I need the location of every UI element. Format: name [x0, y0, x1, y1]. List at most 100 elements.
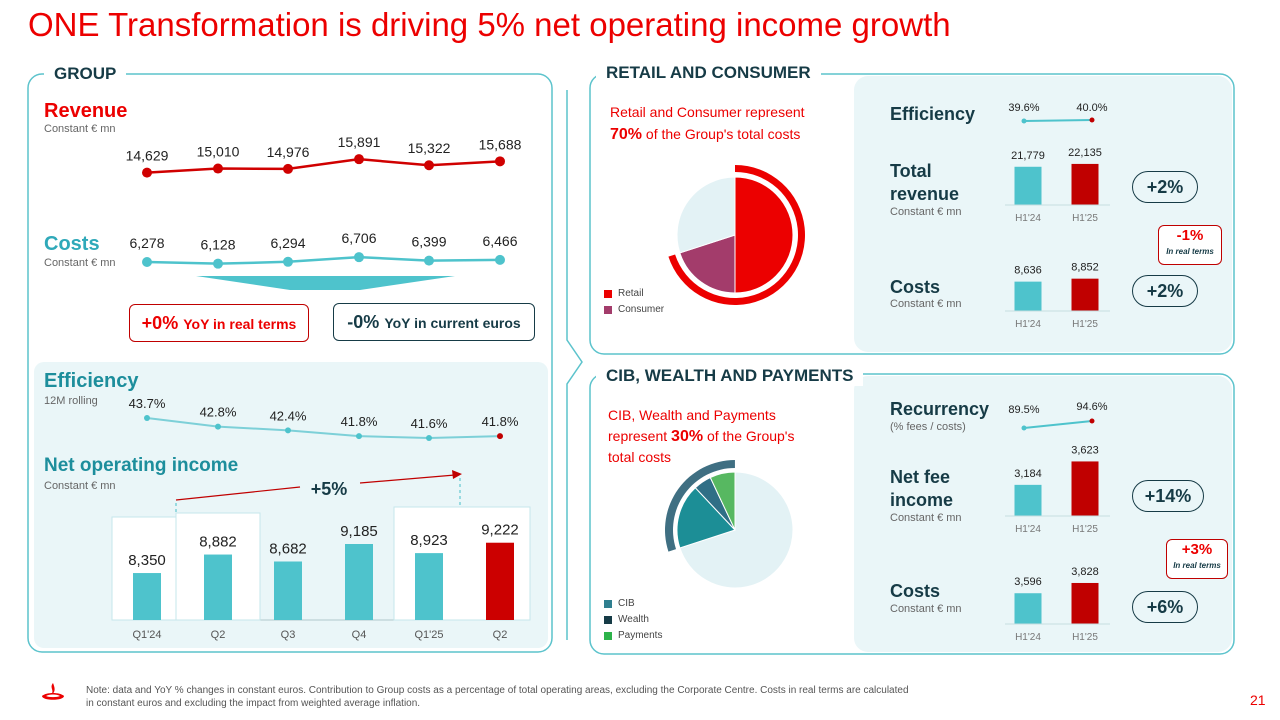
cib_fee-category-label: H1'24: [1015, 524, 1041, 535]
retail-pie-chart: [668, 165, 805, 305]
cib-desc-pct: 30%: [671, 428, 704, 445]
retail-legend: Retail Consumer: [604, 288, 664, 315]
noi-category-label: Q1'24: [132, 629, 161, 641]
noi-category-label: Q2: [493, 629, 508, 641]
cib-fee-title-2: income: [890, 490, 954, 510]
cib-desc-line2b: of the Group's: [706, 428, 795, 444]
footnote-line1: Note: data and YoY % changes in constant…: [86, 685, 909, 696]
noi-bar: [345, 544, 373, 620]
retail-pie-slice-other: [676, 176, 736, 254]
noi-value-label: 8,350: [128, 552, 166, 569]
retail_revenue-value-label: 21,779: [1011, 150, 1045, 162]
noi-category-label: Q4: [352, 629, 367, 641]
legend-cib-swatch: [604, 599, 612, 608]
retail-costs-title: Costs: [890, 277, 941, 297]
retail-revenue-title: Total revenue: [890, 160, 959, 206]
cib-costs-subtitle: Constant € mn: [890, 603, 962, 615]
noi-category-label: Q3: [281, 629, 296, 641]
legend-retail-label: Retail: [618, 288, 644, 299]
legend-wealth-label: Wealth: [618, 614, 649, 625]
efficiency-title: Efficiency: [44, 370, 139, 392]
retail-revenue-title-2: revenue: [890, 184, 960, 204]
group_efficiency-point: [144, 415, 150, 421]
group_costs-line: [146, 255, 501, 265]
group_efficiency-label: 43.7%: [129, 396, 166, 411]
noi-subtitle: Constant € mn: [44, 480, 116, 492]
noi-title: Net operating income: [44, 455, 239, 476]
retail-revenue-title-1: Total: [890, 161, 932, 181]
group_revenue-label: 14,629: [126, 148, 169, 164]
retail-real-value: -1%: [1176, 227, 1204, 244]
legend-wealth: Wealth: [604, 614, 662, 625]
legend-payments-label: Payments: [618, 630, 663, 641]
legend-consumer: Consumer: [604, 304, 664, 315]
page-title: ONE Transformation is driving 5% net ope…: [28, 6, 951, 43]
retail-revenue-change: +2%: [1132, 171, 1198, 203]
cib_recurrency-point: [1089, 418, 1095, 424]
retail_efficiency-label: 39.6%: [1008, 102, 1039, 114]
retail-real-box: -1% In real terms: [1158, 225, 1222, 265]
group_revenue-point: [283, 163, 293, 174]
cib_fee-bar: [1014, 484, 1042, 516]
cib-pie-slice-payments: [709, 471, 736, 531]
noi-value-label: 8,923: [410, 532, 448, 549]
noi-bar: [486, 542, 514, 620]
legend-wealth-swatch: [604, 615, 612, 624]
group_costs-label: 6,399: [411, 234, 446, 250]
retail_revenue-category-label: H1'25: [1072, 213, 1098, 224]
cib-pie-chart: [665, 460, 794, 589]
noi-value-label: 8,682: [269, 540, 307, 557]
group_efficiency-label: 41.8%: [482, 414, 519, 429]
cib-pie-slice-other: [679, 471, 794, 589]
legend-payments: Payments: [604, 630, 662, 641]
santander-flame-icon: [42, 683, 64, 700]
retail_revenue-bar: [1071, 163, 1099, 205]
cib_costs-category-label: H1'25: [1072, 632, 1098, 643]
retail-desc-pct: 70%: [610, 126, 643, 143]
group_revenue-label: 15,688: [479, 136, 522, 152]
retail-efficiency-title: Efficiency: [890, 104, 976, 124]
cib_fee-value-label: 3,184: [1014, 468, 1042, 480]
retail_efficiency-label: 40.0%: [1076, 102, 1107, 114]
retail-frame: [589, 73, 1235, 355]
group-charts: 14,629 15,010 14,976 15,891 15,322 15,688 6,27…: [111, 134, 531, 641]
cib-real-text: In real terms: [1173, 561, 1221, 570]
retail_costs-category-label: H1'24: [1015, 319, 1041, 330]
group_revenue-point: [424, 160, 434, 171]
legend-retail-swatch: [604, 289, 612, 298]
group_revenue-point: [495, 156, 505, 167]
yoy-real-box: +0% YoY in real terms: [129, 304, 309, 342]
group_revenue-line: [146, 157, 501, 174]
group_efficiency-label: 42.8%: [200, 405, 237, 420]
group_costs-label: 6,294: [270, 235, 305, 251]
noi-value-label: 9,222: [481, 522, 519, 539]
noi-bar: [133, 573, 161, 620]
cib-costs-title: Costs: [890, 581, 941, 601]
noi-arrow-line-2: [359, 474, 456, 484]
yoy-real-value: +0%: [141, 313, 179, 333]
cib-desc-line3: total costs: [608, 449, 672, 465]
noi-arrow-line-1: [175, 486, 301, 501]
group_revenue-label: 15,322: [408, 140, 451, 156]
retail_costs-value-label: 8,852: [1071, 262, 1099, 274]
cib-description: CIB, Wealth and Payments represent 30% o…: [608, 405, 794, 468]
group_costs-label: 6,128: [200, 237, 235, 253]
yoy-current-value: -0%: [347, 312, 380, 332]
noi-bar: [204, 554, 232, 620]
cib-fee-change: +14%: [1132, 480, 1204, 512]
noi-category-label: Q1'25: [414, 629, 443, 641]
group-frame: [27, 73, 553, 653]
yoy-current-box: -0% YoY in current euros: [333, 303, 535, 341]
footnote: Note: data and YoY % changes in constant…: [86, 684, 909, 710]
group_costs-point: [142, 256, 152, 267]
cib-fee-title-1: Net fee: [890, 467, 951, 487]
cib-panel: [854, 376, 1232, 652]
group_costs-label: 6,278: [129, 235, 164, 251]
retail-desc-line2: of the Group's total costs: [645, 126, 801, 142]
costs-title: Costs: [44, 233, 100, 255]
group_efficiency-point: [426, 435, 432, 441]
cib-recurrency-subtitle: (% fees / costs): [890, 421, 966, 433]
retail-costs-subtitle: Constant € mn: [890, 298, 962, 310]
retail-revenue-subtitle: Constant € mn: [890, 206, 962, 218]
group_revenue-point: [354, 154, 364, 165]
